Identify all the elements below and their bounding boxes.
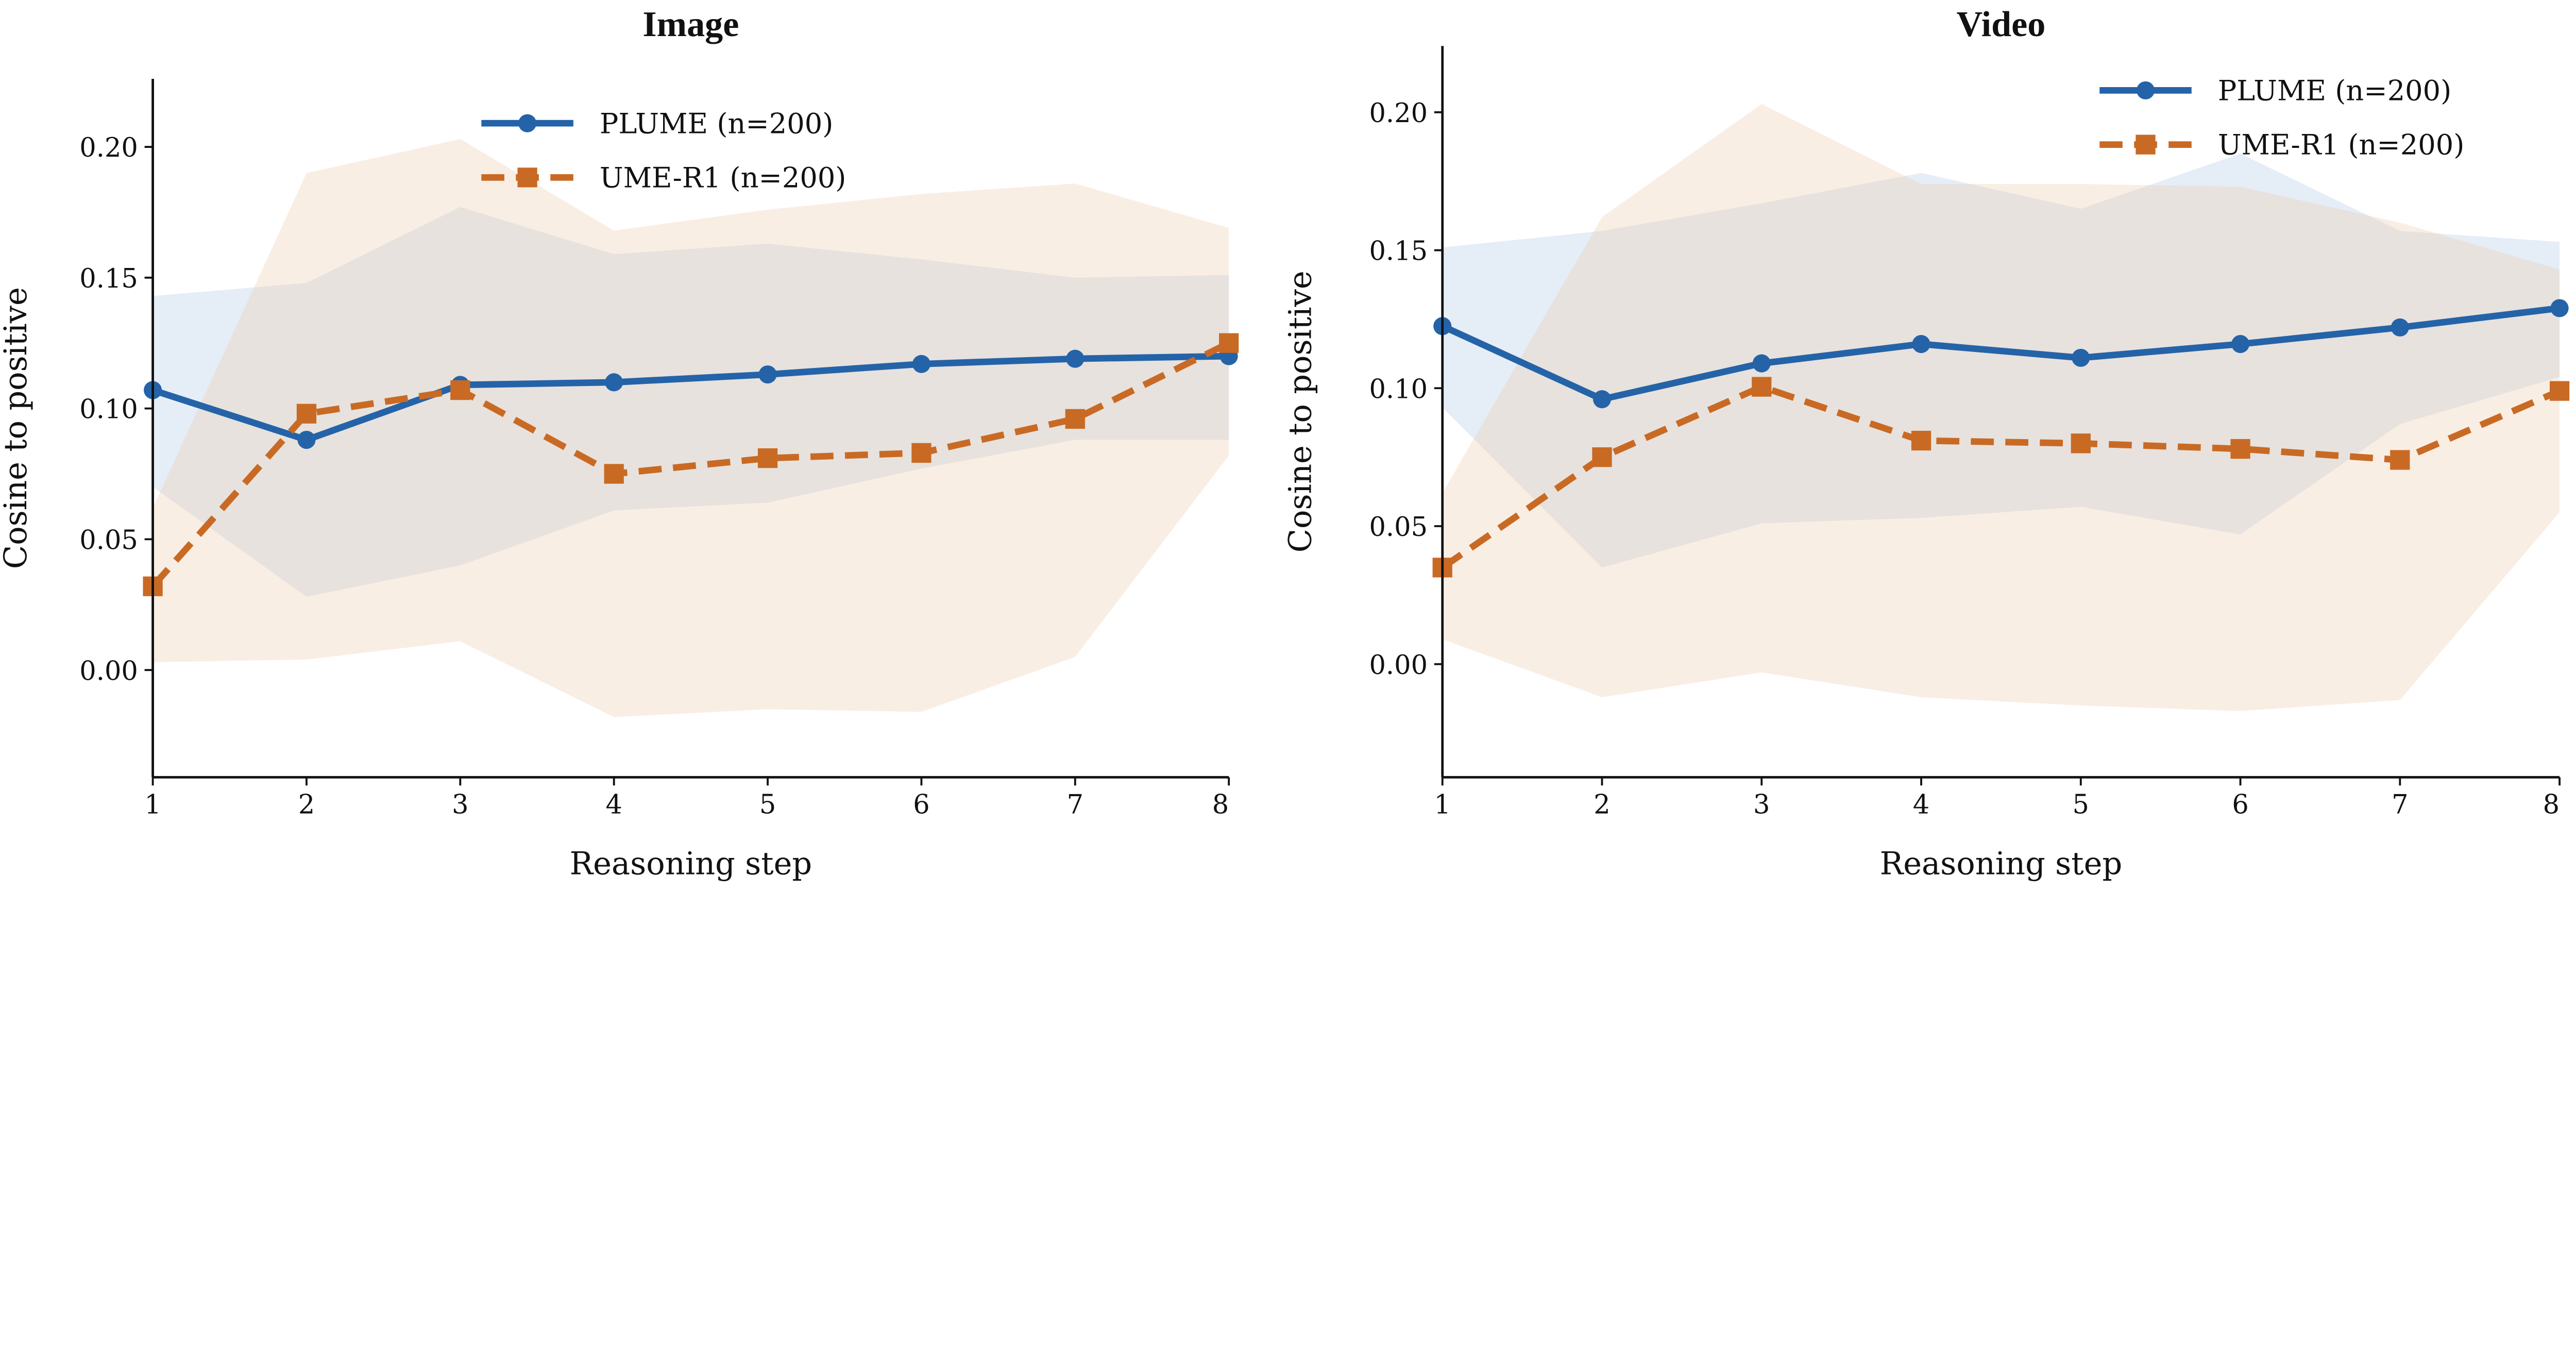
confidence-band-1: [152, 139, 1229, 717]
data-point: [297, 430, 316, 449]
legend-marker-square-icon: [2136, 135, 2156, 155]
y-tick-label: 0.00: [79, 656, 138, 686]
x-tick-label: 1: [144, 789, 161, 820]
legend-marker-circle-icon: [2136, 81, 2155, 99]
x-tick-label: 5: [2073, 789, 2089, 820]
x-tick-label: 7: [2392, 789, 2408, 820]
legend: PLUME (n=200) UME-R1 (n=200): [2099, 75, 2464, 161]
chart-title: Image: [642, 4, 739, 44]
data-point: [2550, 299, 2569, 317]
y-tick-label: 0.20: [79, 133, 138, 163]
x-tick-label: 2: [1594, 789, 1610, 820]
data-point: [2391, 318, 2409, 337]
data-point: [450, 380, 470, 400]
x-tick-label: 6: [913, 789, 929, 820]
y-tick-label: 0.10: [79, 395, 138, 425]
data-point: [1912, 335, 1930, 354]
confidence-band-0: [152, 207, 1229, 597]
x-tick-label: 6: [2232, 789, 2248, 820]
x-tick-label: 8: [2543, 789, 2560, 820]
data-point: [1066, 349, 1084, 368]
x-axis-label: Reasoning step: [1880, 846, 2123, 882]
chart-panel-image: 1 2 3 4 5 6 7 8 0.00 0.05 0.10 0.15 0.20 Image Reasoni…: [0, 4, 1239, 882]
data-point: [911, 443, 931, 463]
chart-title: Video: [1957, 4, 2046, 44]
data-point: [912, 355, 930, 373]
data-point: [605, 373, 623, 392]
data-point: [1592, 447, 1612, 467]
y-tick-label: 0.20: [1369, 98, 1428, 129]
series-line-0: [151, 352, 1229, 444]
data-point: [2230, 439, 2250, 459]
data-point: [2072, 348, 2090, 367]
data-point: [2071, 433, 2091, 453]
y-tick-label: 0.05: [79, 526, 138, 556]
y-axis-label: Cosine to positive: [1283, 271, 1319, 552]
confidence-band-1: [1442, 104, 2560, 711]
legend: PLUME (n=200) UME-R1 (n=200): [481, 107, 846, 194]
series-line-1: [1440, 383, 2561, 570]
data-point: [1752, 377, 1772, 397]
data-point: [1592, 390, 1612, 409]
y-axis-label: Cosine to positive: [0, 287, 34, 569]
legend-label-0: PLUME (n=200): [2218, 75, 2451, 107]
data-point: [604, 464, 624, 484]
legend-label-1: UME-R1 (n=200): [600, 162, 846, 194]
y-tick-label: 0.15: [79, 264, 138, 294]
data-point: [1911, 430, 1931, 451]
data-point: [2390, 450, 2410, 470]
data-point: [1065, 409, 1085, 429]
data-point: [296, 404, 317, 424]
x-axis-label: Reasoning step: [570, 846, 812, 882]
confidence-band-0: [1442, 154, 2560, 568]
x-tick-label: 3: [452, 789, 468, 820]
x-tick-label: 7: [1067, 789, 1083, 820]
chart-panel-video: 1 2 3 4 5 6 7 8 0.00 0.05 0.10 0.15 0.20 Video Reasoni…: [1283, 4, 2570, 882]
y-tick-label: 0.00: [1369, 650, 1428, 681]
x-tick-label: 3: [1753, 789, 1770, 820]
data-point: [758, 365, 777, 384]
x-tick-label: 8: [1212, 789, 1229, 820]
legend-marker-circle-icon: [518, 114, 537, 132]
data-point: [2549, 381, 2570, 401]
x-tick-label: 1: [1434, 789, 1451, 820]
series-line-1: [150, 340, 1231, 589]
y-tick-label: 0.10: [1369, 374, 1428, 405]
data-point: [1219, 333, 1239, 353]
x-tick-label: 2: [298, 789, 315, 820]
x-tick-label: 4: [1913, 789, 1929, 820]
y-tick-label: 0.15: [1369, 237, 1428, 267]
legend-marker-square-icon: [517, 167, 537, 188]
x-tick-label: 5: [759, 789, 776, 820]
x-tick-label: 4: [605, 789, 622, 820]
y-tick-label: 0.05: [1369, 512, 1428, 543]
data-point: [2231, 335, 2250, 354]
data-point: [757, 448, 778, 468]
legend-label-0: PLUME (n=200): [600, 107, 833, 140]
series-line-0: [1441, 305, 2560, 403]
legend-label-1: UME-R1 (n=200): [2218, 129, 2465, 161]
data-point: [1752, 354, 1771, 373]
figure: 1 2 3 4 5 6 7 8 0.00 0.05 0.10 0.15 0.20 Image Reasoni…: [0, 4, 2570, 882]
